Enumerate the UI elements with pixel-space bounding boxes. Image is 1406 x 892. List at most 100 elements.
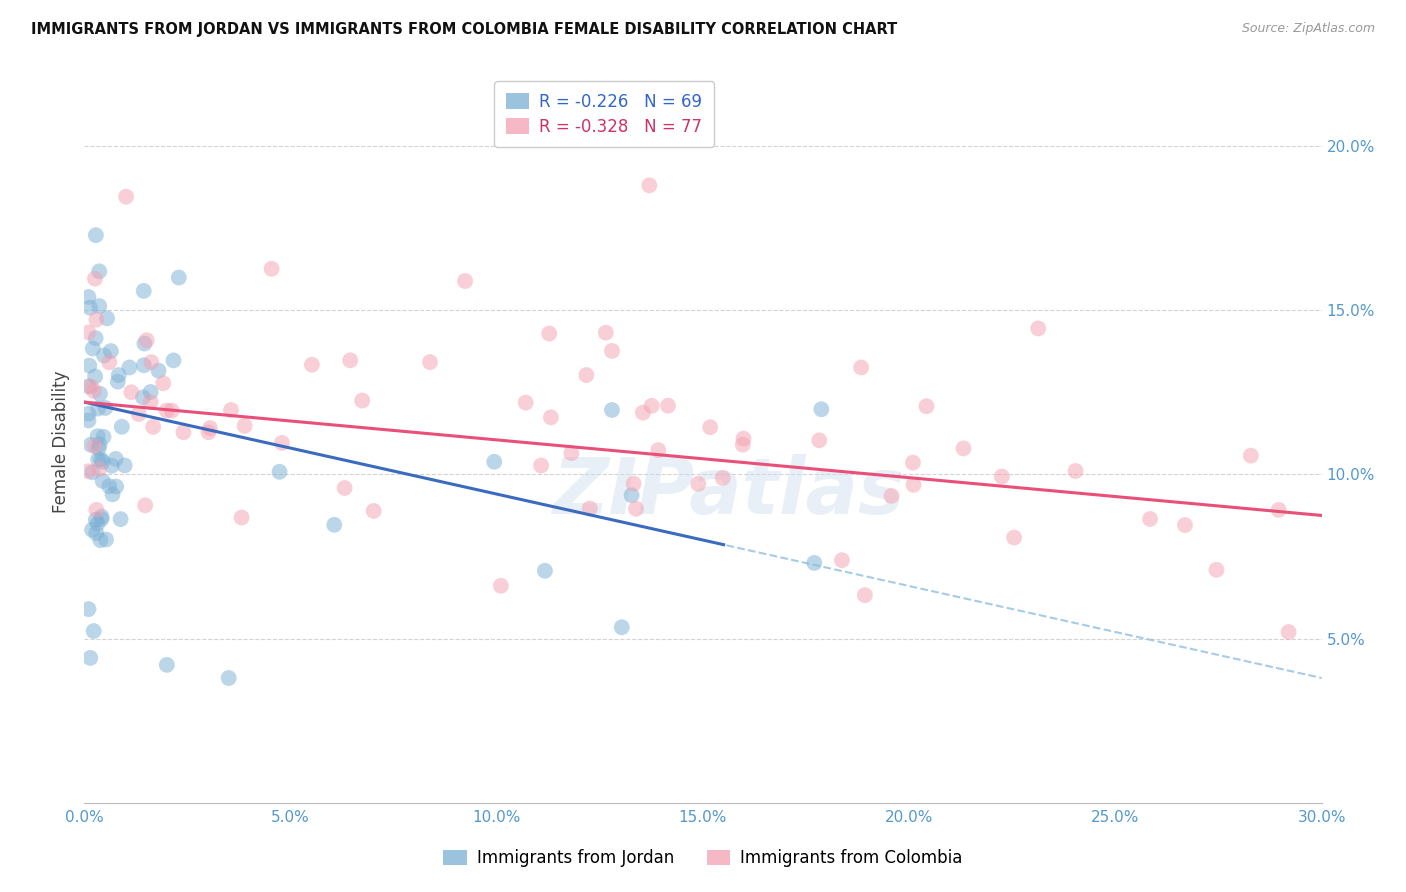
Point (120, 385, 142, 400)
Point (115, 190, 138, 204)
Point (631, 406, 654, 420)
Point (699, 420, 721, 434)
Point (128, 407, 150, 421)
Point (79, 651, 101, 665)
Point (86, 429, 108, 443)
Point (638, 178, 661, 193)
Point (260, 261, 283, 276)
Point (641, 399, 664, 413)
Point (82, 342, 104, 356)
Point (118, 360, 141, 375)
Point (560, 446, 582, 460)
Point (731, 437, 754, 451)
Point (101, 487, 124, 501)
Point (77, 464, 100, 478)
Point (105, 479, 128, 493)
Point (647, 443, 669, 458)
Point (84, 526, 107, 541)
Point (86, 503, 108, 517)
Point (1205, 563, 1227, 577)
Point (132, 358, 155, 372)
Point (1174, 518, 1197, 533)
Point (803, 556, 825, 570)
Point (657, 399, 679, 413)
Point (93, 430, 115, 444)
Point (100, 458, 122, 473)
Point (89, 533, 111, 548)
Point (733, 432, 755, 446)
Point (79, 359, 101, 373)
Point (82, 523, 104, 537)
Point (162, 353, 184, 368)
Text: Source: ZipAtlas.com: Source: ZipAtlas.com (1241, 22, 1375, 36)
Point (142, 420, 165, 434)
Point (134, 336, 156, 351)
Point (132, 390, 155, 404)
Point (152, 376, 174, 391)
Point (77, 326, 100, 340)
Point (156, 657, 179, 672)
Point (91, 474, 114, 488)
Point (363, 504, 385, 518)
Point (197, 425, 219, 440)
Point (219, 403, 242, 417)
Point (271, 436, 294, 450)
Point (530, 458, 553, 473)
Point (114, 458, 136, 473)
Point (218, 671, 240, 685)
Point (89, 299, 111, 313)
Point (87, 452, 110, 467)
Point (96, 311, 118, 326)
Point (853, 588, 876, 602)
Point (83, 624, 105, 638)
Point (991, 469, 1014, 483)
Point (80, 379, 103, 393)
Point (233, 418, 256, 433)
Point (77, 407, 100, 421)
Point (711, 471, 734, 485)
Point (90, 452, 112, 467)
Point (94, 533, 117, 547)
Point (89, 387, 111, 401)
Point (623, 476, 645, 491)
Point (578, 501, 600, 516)
Point (903, 477, 925, 491)
Point (148, 364, 170, 378)
Point (600, 343, 623, 358)
Point (89, 462, 111, 476)
Legend: Immigrants from Jordan, Immigrants from Colombia: Immigrants from Jordan, Immigrants from … (436, 843, 970, 874)
Point (880, 489, 903, 503)
Point (952, 442, 974, 456)
Point (132, 284, 155, 298)
Point (172, 425, 194, 440)
Point (135, 333, 157, 347)
Point (600, 403, 623, 417)
Point (489, 579, 512, 593)
Point (77, 290, 100, 304)
Point (1139, 512, 1161, 526)
Point (83, 384, 105, 398)
Point (86, 516, 108, 531)
Point (98, 355, 121, 369)
Point (810, 402, 832, 417)
Point (93, 348, 115, 362)
Point (107, 368, 129, 383)
Point (515, 395, 537, 409)
Point (538, 326, 561, 341)
Point (1267, 503, 1289, 517)
Point (231, 510, 253, 524)
Point (333, 481, 356, 495)
Point (77, 413, 100, 427)
Point (160, 403, 183, 417)
Point (419, 355, 441, 369)
Point (100, 344, 122, 359)
Point (89, 437, 111, 451)
Point (139, 384, 162, 399)
Point (688, 476, 710, 491)
Point (84, 369, 107, 384)
Point (1064, 464, 1087, 478)
Point (104, 451, 127, 466)
Point (90, 512, 112, 526)
Point (323, 517, 346, 532)
Point (107, 375, 129, 389)
